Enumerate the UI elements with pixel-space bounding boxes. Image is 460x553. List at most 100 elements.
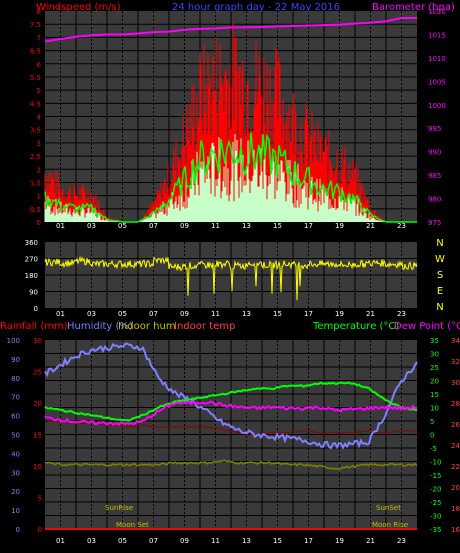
windspeed-tick-label: 1.5 — [30, 179, 41, 187]
windspeed-axis-title: Windspeed (m/s) — [36, 2, 121, 13]
temperature-tick-label: 15 — [430, 391, 439, 399]
humidity-tick-label: 100 — [7, 337, 20, 345]
humidity-tick-label: 20 — [11, 488, 20, 496]
temperature-axis-title: Temperature (°C) — [312, 321, 399, 332]
rainfall-axis-title: Rainfall (mm) — [0, 321, 68, 332]
x-hour-tick-label: 17 — [304, 310, 313, 318]
barometer-tick-label: 995 — [428, 125, 441, 133]
temperature-tick-label: 25 — [430, 364, 439, 372]
x-hour-tick-label: 01 — [56, 222, 65, 230]
x-hour-tick-label: 07 — [149, 537, 158, 545]
moonset-label: Moon Set — [116, 521, 149, 529]
humidity-line — [44, 342, 418, 450]
humidity-tick-label: 30 — [11, 469, 20, 477]
x-hour-tick-label: 09 — [180, 222, 189, 230]
humidity-tick-label: 0 — [16, 526, 20, 534]
x-hour-tick-label: 09 — [180, 537, 189, 545]
x-hour-tick-label: 01 — [56, 537, 65, 545]
windspeed-tick-label: 6 — [37, 61, 42, 69]
x-hour-tick-label: 03 — [87, 222, 96, 230]
x-hour-tick-label: 11 — [211, 310, 220, 318]
compass-label: S — [437, 270, 443, 281]
temperature-tick-label: -10 — [430, 459, 441, 467]
temperature-tick-label: 10 — [430, 405, 439, 413]
x-hour-tick-label: 17 — [304, 222, 313, 230]
windspeed-tick-label: 5.5 — [30, 74, 41, 82]
humidity-tick-label: 90 — [11, 356, 20, 364]
temperature-tick-label: -30 — [430, 513, 441, 521]
chart-title: 24 hour graph day - 22 May 2016 — [172, 2, 340, 13]
direction-tick-label: 0 — [34, 305, 38, 313]
direction-tick-label: 360 — [25, 239, 38, 247]
x-hour-tick-label: 09 — [180, 310, 189, 318]
compass-label: W — [435, 254, 445, 265]
x-hour-tick-label: 17 — [304, 537, 313, 545]
dewpoint-tick-label: 26 — [451, 421, 460, 429]
humidity-tick-label: 70 — [11, 394, 20, 402]
x-hour-tick-label: 21 — [366, 310, 375, 318]
windspeed-tick-label: 7.5 — [30, 21, 41, 29]
dewpoint-axis-title: Dew Point (°C) — [394, 321, 460, 332]
compass-label: N — [436, 302, 443, 313]
barometer-tick-label: 1020 — [428, 8, 446, 16]
temperature-tick-label: -20 — [430, 486, 441, 494]
x-hour-tick-label: 19 — [335, 222, 344, 230]
dewpoint-tick-label: 16 — [451, 526, 460, 534]
windspeed-tick-label: 7 — [37, 34, 41, 42]
humidity-tick-label: 50 — [11, 432, 20, 440]
windspeed-tick-label: 3 — [37, 140, 41, 148]
rainfall-tick-label: 20 — [33, 400, 42, 408]
windspeed-tick-label: 2 — [37, 166, 41, 174]
wind-direction-line — [44, 255, 418, 301]
x-hour-tick-label: 03 — [87, 310, 96, 318]
x-hour-tick-label: 19 — [335, 310, 344, 318]
humidity-tick-label: 80 — [11, 375, 20, 383]
x-hour-tick-label: 11 — [211, 537, 220, 545]
windspeed-tick-label: 2.5 — [30, 153, 41, 161]
temperature-tick-label: -25 — [430, 499, 441, 507]
moonrise-label: Moon Rise — [372, 521, 408, 529]
x-hour-tick-label: 13 — [242, 310, 251, 318]
barometer-tick-label: 1000 — [428, 102, 446, 110]
windspeed-tick-label: 1 — [37, 193, 41, 201]
dewpoint-tick-label: 22 — [451, 463, 460, 471]
x-hour-tick-label: 07 — [149, 310, 158, 318]
temperature-tick-label: -5 — [430, 445, 437, 453]
temperature-line — [44, 381, 418, 422]
sunrise-label: SunRise — [105, 504, 133, 512]
direction-tick-label: 180 — [25, 272, 38, 280]
humidity-axis-title: Humidity (%) — [67, 321, 133, 332]
barometer-axis-title: Barometer (hpa) — [372, 2, 455, 13]
dewpoint-tick-label: 18 — [451, 505, 460, 513]
windspeed-tick-label: 4.5 — [30, 100, 41, 108]
x-hour-tick-label: 01 — [56, 310, 65, 318]
dewpoint-tick-label: 24 — [451, 442, 460, 450]
compass-label: N — [436, 238, 443, 249]
x-hour-tick-label: 19 — [335, 537, 344, 545]
x-hour-tick-label: 23 — [397, 222, 406, 230]
temperature-tick-label: 35 — [430, 337, 439, 345]
barometer-tick-label: 985 — [428, 172, 441, 180]
plot-layer — [44, 17, 418, 530]
dewpoint-tick-label: 20 — [451, 484, 460, 492]
dewpoint-line — [44, 400, 418, 427]
dewpoint-tick-label: 30 — [451, 379, 460, 387]
barometer-tick-label: 980 — [428, 196, 441, 204]
barometer-line — [44, 17, 417, 43]
x-hour-tick-label: 15 — [273, 310, 282, 318]
barometer-tick-label: 990 — [428, 149, 441, 157]
windspeed-tick-label: 6.5 — [30, 48, 41, 56]
rainfall-tick-label: 0 — [38, 526, 42, 534]
humidity-tick-label: 10 — [11, 507, 20, 515]
temperature-tick-label: 30 — [430, 351, 439, 359]
windspeed-tick-label: 8 — [37, 8, 41, 16]
barometer-tick-label: 1015 — [428, 31, 446, 39]
barometer-tick-label: 1010 — [428, 55, 446, 63]
compass-label: E — [437, 286, 443, 297]
rainfall-tick-label: 10 — [33, 463, 42, 471]
indoor-hum-title: Indoor hum — [118, 321, 176, 332]
dewpoint-tick-label: 32 — [451, 358, 460, 366]
x-hour-tick-label: 05 — [118, 537, 127, 545]
